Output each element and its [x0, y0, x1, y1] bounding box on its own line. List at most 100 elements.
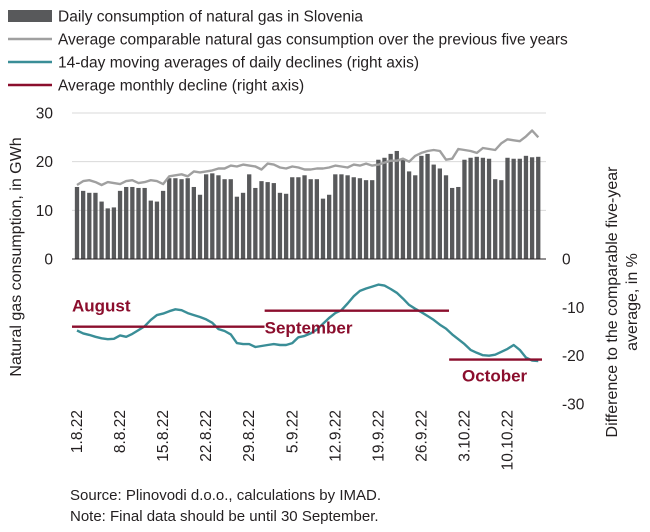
bar [117, 190, 123, 259]
bar [93, 192, 98, 259]
x-tick-label: 22.8.22 [198, 410, 215, 462]
bar [456, 186, 461, 259]
bar [394, 150, 399, 259]
bar [376, 159, 381, 259]
bar [450, 187, 455, 259]
month-label-october: October [462, 367, 528, 386]
bar [210, 173, 215, 259]
bar [259, 181, 264, 259]
right-tick-label: -20 [562, 348, 585, 365]
bar [222, 179, 227, 259]
right-tick-label: 0 [562, 252, 571, 269]
bar [536, 156, 541, 259]
left-tick-label: 10 [36, 203, 54, 220]
moving-average-line [76, 283, 539, 363]
bar [474, 156, 479, 259]
bar [363, 180, 369, 259]
bar [523, 155, 529, 259]
bar [74, 186, 80, 259]
bar [413, 175, 418, 259]
bar [443, 175, 449, 259]
bar [529, 157, 535, 259]
bar [296, 177, 301, 259]
bar [357, 178, 363, 259]
right-axis-title-line-2: average, in % [624, 253, 641, 351]
bar [431, 164, 436, 259]
bar [314, 179, 319, 259]
x-tick-label: 8.8.22 [112, 410, 129, 453]
bar [216, 175, 221, 259]
bar [179, 179, 184, 259]
legend-label: 14-day moving averages of daily declines… [58, 55, 419, 72]
bar [99, 201, 104, 259]
bar [253, 187, 258, 259]
bar [308, 179, 313, 259]
legend-label: Average comparable natural gas consumpti… [58, 32, 568, 49]
bar [419, 155, 424, 259]
legend-label: Daily consumption of natural gas in Slov… [58, 9, 363, 26]
bar [320, 198, 326, 259]
bar [87, 192, 92, 259]
bar [148, 200, 153, 259]
bar [302, 175, 307, 259]
bar [277, 192, 283, 259]
month-label-august: August [72, 297, 131, 316]
bar [351, 177, 356, 259]
source-note: Source: Plinovodi d.o.o., calculations b… [70, 487, 381, 504]
bar [111, 207, 117, 259]
left-tick-label: 20 [36, 154, 54, 171]
bar [462, 159, 467, 259]
legend-label: Average monthly decline (right axis) [58, 78, 304, 95]
bar [204, 174, 209, 259]
bar [240, 192, 246, 259]
bar [517, 158, 522, 259]
bar [468, 157, 473, 259]
bar [505, 157, 510, 259]
bar [124, 186, 129, 259]
bar [388, 153, 393, 259]
left-tick-label: 30 [36, 106, 54, 123]
bar [191, 186, 196, 259]
right-axis-title-line-1: Difference to the comparable five-year [604, 166, 621, 438]
x-tick-label: 5.9.22 [284, 410, 301, 453]
bar [197, 194, 203, 259]
bar [480, 157, 486, 259]
bar [271, 183, 276, 259]
bar [345, 175, 350, 259]
bar [173, 178, 178, 259]
bar [511, 158, 516, 259]
bar [247, 174, 252, 259]
bar [160, 190, 166, 259]
bar [167, 178, 172, 259]
bar [486, 158, 492, 259]
left-tick-label: 0 [44, 252, 53, 269]
month-label-september: September [265, 319, 353, 338]
bar [339, 174, 344, 259]
bar [283, 193, 289, 259]
bar [400, 159, 406, 259]
bar [130, 186, 135, 259]
bar [228, 179, 233, 259]
x-tick-label: 19.9.22 [370, 410, 387, 462]
x-tick-label: 3.10.22 [456, 410, 473, 462]
bar [382, 157, 387, 259]
bar [437, 168, 442, 259]
five-year-average-line [76, 129, 540, 187]
bar [81, 190, 86, 259]
right-tick-label: -30 [562, 397, 585, 414]
bar [493, 179, 498, 259]
x-tick-label: 12.9.22 [327, 410, 344, 462]
bar [425, 153, 430, 259]
bar [290, 177, 295, 259]
legend-swatch-bar [8, 10, 52, 22]
bar [499, 180, 504, 259]
bar [370, 180, 375, 259]
left-axis-title: Natural gas consumption, in GWh [8, 137, 25, 376]
bar [327, 194, 332, 259]
x-tick-label: 29.8.22 [241, 410, 258, 462]
right-tick-label: -10 [562, 300, 585, 317]
bar [406, 171, 412, 259]
x-tick-label: 10.10.22 [500, 410, 517, 470]
bar [185, 178, 190, 259]
